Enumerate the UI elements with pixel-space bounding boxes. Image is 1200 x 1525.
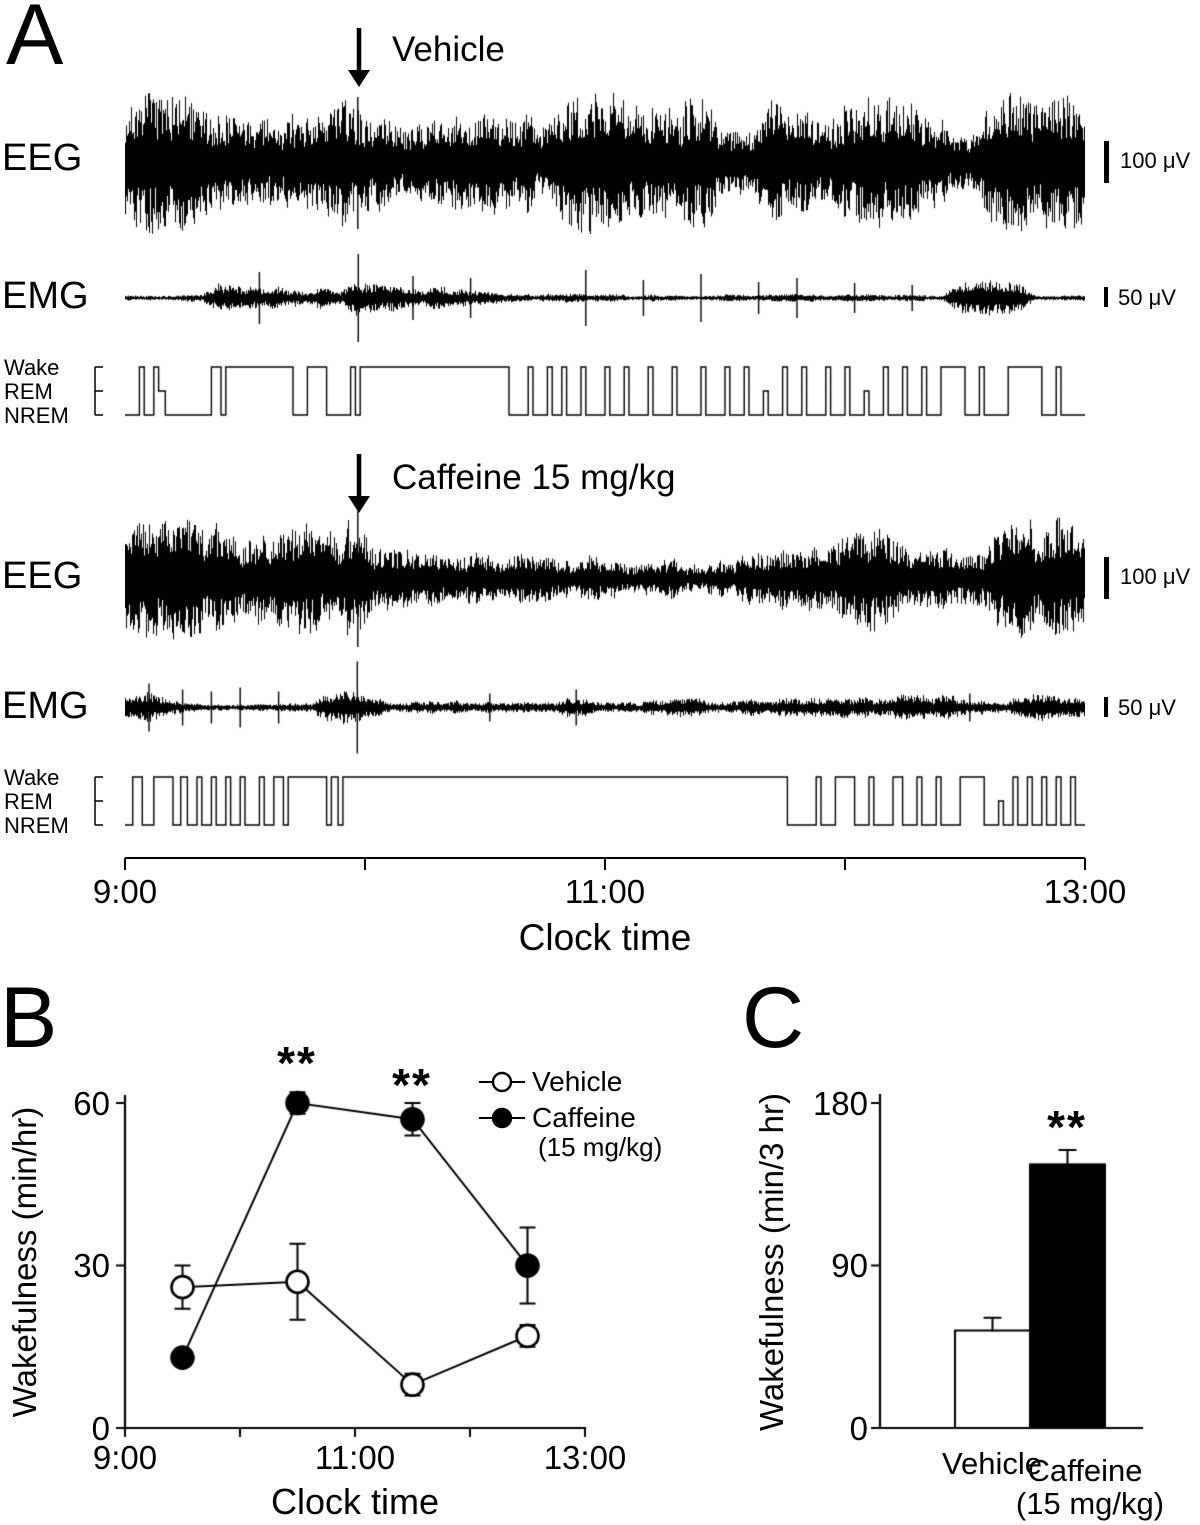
hypno-nrem-label-caffeine: NREM [4,813,69,838]
eeg-scale-label-vehicle: 100 μV [1120,148,1191,173]
legend-label-caffeine-dose: (15 mg/kg) [538,1132,663,1162]
panel-a-label: A [6,0,64,83]
significance-stars-b2: ** [392,1059,432,1111]
panel-b-y-axis-title: Wakefulness (min/hr) [5,1106,43,1418]
emg-scale-label-vehicle: 50 μV [1118,285,1176,310]
hypnogram-vehicle [125,362,1085,420]
hypno-wake-label-vehicle: Wake [4,355,60,380]
panel-b-xtick-13: 13:00 [543,1439,627,1476]
emg-scalebar-caffeine [1104,697,1108,717]
hypno-nrem-label-vehicle: NREM [4,403,69,428]
hypno-wake-label-caffeine: Wake [4,765,60,790]
panel-c-label: C [742,970,805,1066]
time-tick-9: 9:00 [92,873,158,910]
panel-b-ytick-0: 0 [91,1410,110,1447]
hypno-rem-label-caffeine: REM [4,789,53,814]
legend-label-vehicle: Vehicle [532,1066,623,1097]
time-tick-13: 13:00 [1043,873,1127,910]
line-chart-wakefulness [115,1088,599,1448]
emg-trace-caffeine [125,660,1085,755]
panel-b-xtick-11: 11:00 [314,1439,396,1476]
legend-marker-caffeine [479,1107,525,1129]
eeg-scale-label-caffeine: 100 μV [1120,564,1191,589]
hypno-bracket-caffeine [94,776,103,826]
vehicle-arrow-label: Vehicle [392,30,505,69]
eeg-scalebar-vehicle [1104,141,1109,183]
eeg-label-vehicle: EEG [2,137,83,179]
bar-chart-wakefulness [870,1088,1170,1440]
time-axis [124,857,1086,870]
injection-arrow-caffeine [348,454,370,513]
eeg-label-caffeine: EEG [2,555,83,597]
significance-stars-b1: ** [277,1037,317,1089]
panel-b-ytick-60: 60 [73,1085,110,1122]
panel-b-label: B [0,970,58,1066]
hypnogram-caffeine [125,772,1085,830]
emg-label-vehicle: EMG [2,275,89,317]
panel-b-xtick-9: 9:00 [92,1439,158,1476]
hypno-rem-label-vehicle: REM [4,379,53,404]
emg-scale-label-caffeine: 50 μV [1118,695,1176,720]
panel-c-ytick-0: 0 [849,1410,868,1447]
legend-label-caffeine: Caffeine [532,1102,636,1133]
emg-trace-vehicle [125,248,1085,348]
panel-c-category-caffeine-dose: (15 mg/kg) [1015,1486,1165,1521]
panel-c-ytick-90: 90 [831,1247,868,1284]
time-axis-title: Clock time [518,917,692,958]
hypno-bracket-vehicle [94,366,103,416]
panel-b-ytick-30: 30 [73,1247,110,1284]
time-tick-11: 11:00 [564,873,646,910]
eeg-scalebar-caffeine [1104,557,1109,599]
legend-marker-vehicle [479,1071,525,1093]
panel-c-y-axis-title: Wakefulness (min/3 hr) [752,1092,790,1432]
emg-label-caffeine: EMG [2,685,89,727]
emg-scalebar-vehicle [1104,287,1108,307]
eeg-trace-vehicle [125,92,1085,234]
injection-arrow-vehicle [348,28,370,87]
panel-b-x-axis-title: Clock time [270,1481,440,1522]
caffeine-arrow-label: Caffeine 15 mg/kg [392,458,676,497]
panel-c-category-vehicle: Vehicle [942,1446,1042,1481]
eeg-trace-caffeine [125,508,1085,650]
panel-c-category-caffeine: Caffeine [1027,1453,1143,1488]
panel-c-ytick-180: 180 [812,1085,868,1122]
significance-stars-c: ** [1047,1101,1087,1153]
